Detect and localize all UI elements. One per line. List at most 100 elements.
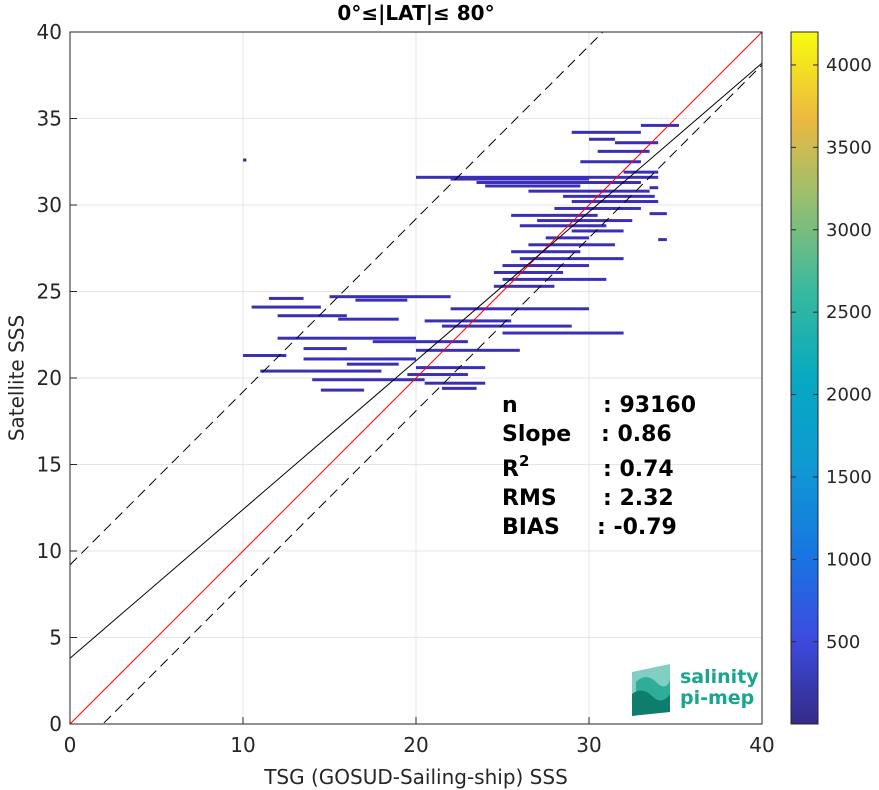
x-tick-label: 20: [403, 733, 428, 757]
y-tick-label: 40: [37, 20, 62, 44]
density-segment: [476, 181, 641, 185]
y-tick-label: 0: [49, 712, 62, 736]
x-axis-label: TSG (GOSUD-Sailing-ship) SSS: [263, 765, 568, 789]
density-segment: [416, 175, 659, 179]
density-segment: [450, 307, 589, 311]
density-segment: [658, 238, 667, 242]
density-segment: [554, 206, 641, 210]
density-segment: [519, 224, 607, 228]
colorbar-tick-label: 4000: [826, 55, 872, 76]
density-segment: [372, 340, 468, 344]
density-segment: [528, 243, 615, 247]
colorbar-tick-label: 3000: [826, 220, 872, 241]
colorbar: [790, 31, 819, 725]
density-segment: [640, 123, 679, 127]
density-segment: [589, 137, 615, 141]
density-segment: [571, 130, 641, 134]
density-segment: [511, 250, 581, 254]
reference-lines: [70, 32, 762, 724]
density-segment: [441, 386, 477, 390]
density-segment: [251, 305, 321, 309]
density-segment: [493, 270, 564, 274]
density-segment: [416, 348, 520, 352]
density-segment: [277, 314, 347, 318]
density-segment: [303, 357, 416, 361]
y-tick-label: 30: [37, 193, 62, 217]
density-segment: [502, 264, 589, 268]
density-segment: [571, 200, 659, 204]
stat-r2-sup: 2: [519, 452, 529, 470]
density-segment: [502, 277, 607, 281]
y-tick-label: 15: [37, 453, 62, 477]
density-segment: [502, 331, 624, 335]
density-segment: [268, 296, 304, 300]
density-segment: [528, 189, 650, 193]
colorbar-tick-label: 2000: [826, 385, 872, 406]
colorbar-tick-label: 500: [826, 632, 860, 653]
y-tick-label: 35: [37, 107, 62, 131]
density-segment: [563, 194, 655, 198]
y-tick-label: 20: [37, 366, 62, 390]
density-segment: [623, 170, 659, 174]
y-axis-ticks: 0 5 10 15 20 25 30 35 40: [37, 20, 77, 736]
density-segment: [571, 229, 624, 233]
identity-line: [70, 32, 762, 724]
density-segment: [424, 381, 486, 385]
lower-bound-line: [102, 64, 762, 724]
logo-wave-front: [632, 690, 670, 716]
stat-r2-value: : 0.74: [603, 457, 674, 482]
colorbar-tick-label: 1500: [826, 467, 872, 488]
density-segment: [545, 236, 589, 240]
density-segment: [243, 158, 247, 162]
density-segment: [485, 184, 581, 188]
density-segment: [493, 284, 555, 288]
density-segment: [277, 336, 416, 340]
density-segment: [346, 362, 399, 366]
stat-r2-label: R2: [502, 452, 529, 482]
colorbar-tick-label: 2500: [826, 302, 872, 323]
colorbar-tick-label: 3500: [826, 137, 872, 158]
density-segment: [355, 298, 408, 302]
density-segment: [537, 219, 633, 223]
stat-n-label: n: [502, 393, 518, 418]
y-axis-label: Satellite SSS: [5, 315, 29, 441]
y-tick-label: 25: [37, 280, 62, 304]
regression-line: [70, 62, 762, 659]
x-tick-label: 10: [230, 733, 255, 757]
stat-slope-value: : 0.86: [601, 422, 672, 447]
logo-line2: pi-mep: [680, 687, 754, 709]
stat-bias-label: BIAS: [502, 515, 560, 540]
density-segment: [407, 373, 468, 377]
density-segment: [303, 347, 347, 351]
density-segment: [649, 212, 667, 216]
stat-bias-value: : -0.79: [597, 515, 677, 540]
density-segment: [649, 186, 659, 190]
density-segment: [424, 319, 512, 323]
stat-r2-base: R: [502, 457, 519, 482]
stat-rms-value: : 2.32: [603, 486, 674, 511]
density-segment: [614, 141, 659, 145]
colorbar-ticks: 500 1000 1500 2000 2500 3000 3500 4000: [791, 55, 872, 653]
density-segment: [243, 354, 287, 358]
density-cells: [243, 123, 679, 392]
y-tick-label: 5: [49, 626, 62, 650]
colorbar-tick-label: 1000: [826, 549, 872, 570]
density-segment: [260, 369, 382, 373]
upper-bound-line: [70, 32, 604, 566]
y-tick-label: 10: [37, 539, 62, 563]
stat-slope-label: Slope: [502, 422, 571, 447]
stats-box: n : 93160 Slope : 0.86 R2 : 0.74 RMS : 2…: [502, 393, 696, 540]
salinity-pi-mep-logo: salinity pi-mep: [632, 664, 759, 716]
stat-n-value: : 93160: [603, 393, 696, 418]
density-segment: [511, 213, 598, 217]
x-axis-ticks: 0 10 20 30 40: [64, 717, 775, 757]
density-segment: [320, 388, 365, 392]
density-segment: [450, 177, 589, 181]
density-segment: [338, 317, 399, 321]
stat-rms-label: RMS: [502, 486, 557, 511]
logo-line1: salinity: [680, 666, 759, 688]
density-segment: [580, 160, 641, 164]
density-segment: [519, 257, 624, 261]
x-tick-label: 0: [64, 733, 77, 757]
